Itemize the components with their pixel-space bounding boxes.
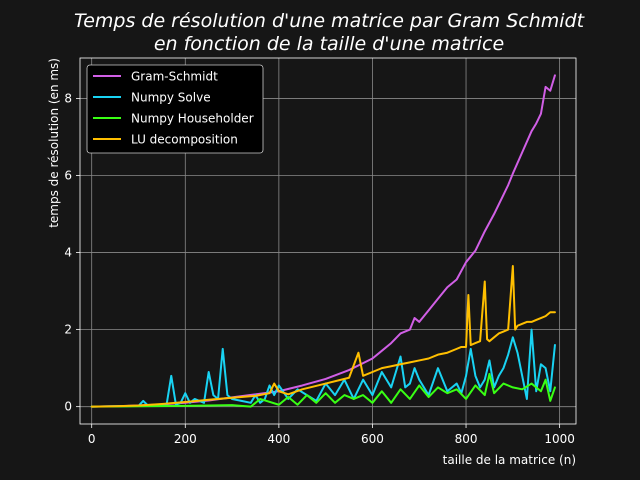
x-tick-label: 1000	[544, 432, 575, 446]
y-tick-label: 0	[64, 400, 72, 414]
x-ticks: 0 200 400 600 800 1000	[88, 424, 575, 446]
legend-label: LU decomposition	[131, 133, 238, 147]
x-tick-label: 400	[267, 432, 290, 446]
legend-box	[86, 64, 264, 154]
y-axis-label: temps de résolution (en ms)	[47, 58, 61, 228]
x-tick-label: 800	[455, 432, 478, 446]
legend-label: Gram-Schmidt	[131, 70, 218, 84]
legend-label: Numpy Householder	[131, 112, 254, 126]
y-tick-label: 4	[64, 246, 72, 260]
x-tick-label: 0	[88, 432, 96, 446]
legend-items: Gram-Schmidt Numpy Solve Numpy Householder…	[93, 70, 254, 147]
series-layer	[90, 74, 556, 408]
legend-label: Numpy Solve	[131, 91, 211, 105]
series-line-numpy-householder	[90, 372, 556, 408]
y-tick-label: 2	[64, 323, 72, 337]
chart-title-line-1: Temps de résolution d'une matrice par Gr…	[74, 10, 586, 32]
y-tick-label: 6	[64, 169, 72, 183]
legend: Gram-Schmidt Numpy Solve Numpy Householder…	[86, 64, 264, 154]
chart-title-line-2: en fonction de la taille d'une matrice	[154, 33, 504, 55]
series-line-lu-decomposition	[90, 265, 556, 408]
x-axis-label: taille de la matrice (n)	[443, 453, 576, 467]
y-tick-label: 8	[64, 91, 72, 105]
x-tick-label: 600	[361, 432, 384, 446]
plot-area-border	[79, 57, 577, 425]
y-ticks: 0 2 4 6 8	[64, 91, 80, 414]
axes-frame	[79, 57, 577, 425]
x-tick-label: 200	[174, 432, 197, 446]
series-line-numpy-solve	[90, 328, 556, 408]
